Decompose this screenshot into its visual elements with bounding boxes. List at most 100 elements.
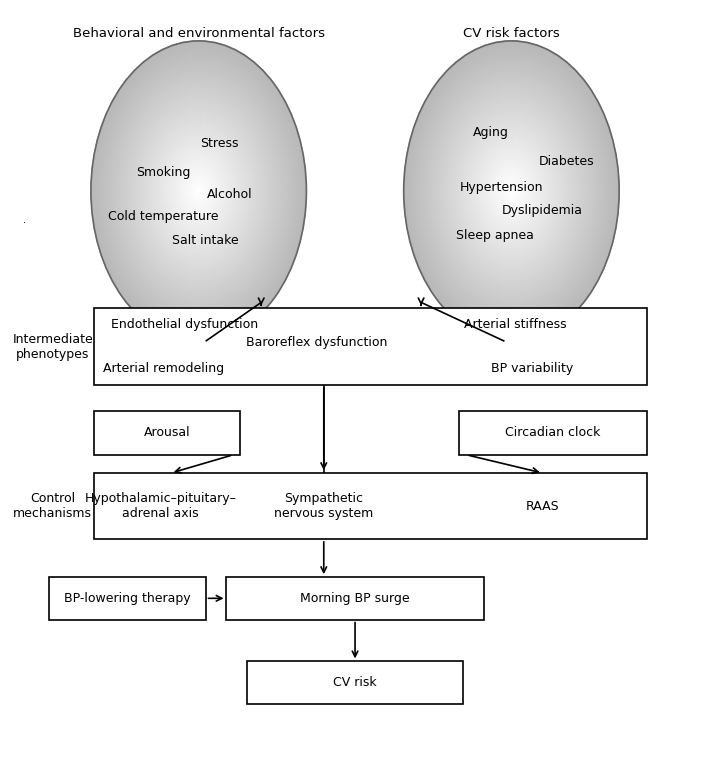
Ellipse shape	[103, 58, 294, 324]
Ellipse shape	[138, 107, 259, 275]
Ellipse shape	[416, 59, 606, 324]
Ellipse shape	[132, 98, 266, 284]
Ellipse shape	[416, 58, 607, 324]
Ellipse shape	[161, 138, 237, 244]
Ellipse shape	[490, 161, 533, 221]
Ellipse shape	[184, 170, 214, 212]
Ellipse shape	[469, 132, 554, 250]
Ellipse shape	[190, 180, 206, 202]
Ellipse shape	[155, 130, 243, 252]
Text: Control
mechanisms: Control mechanisms	[13, 492, 92, 520]
Ellipse shape	[405, 42, 618, 340]
Ellipse shape	[453, 110, 570, 272]
Text: Arousal: Arousal	[144, 427, 190, 439]
Ellipse shape	[495, 168, 528, 214]
Ellipse shape	[478, 144, 545, 238]
Ellipse shape	[415, 57, 607, 325]
Ellipse shape	[122, 84, 276, 298]
Text: Morning BP surge: Morning BP surge	[300, 592, 410, 605]
Ellipse shape	[458, 116, 565, 266]
Ellipse shape	[130, 95, 268, 287]
Text: CV risk factors: CV risk factors	[463, 27, 560, 40]
Ellipse shape	[157, 133, 240, 249]
Text: Hypertension: Hypertension	[459, 181, 543, 194]
Ellipse shape	[191, 181, 206, 201]
Ellipse shape	[404, 41, 619, 341]
Ellipse shape	[143, 113, 255, 269]
Ellipse shape	[153, 127, 245, 255]
Ellipse shape	[473, 138, 550, 244]
Ellipse shape	[109, 67, 287, 315]
Ellipse shape	[429, 76, 594, 306]
Ellipse shape	[156, 131, 242, 251]
Ellipse shape	[190, 178, 208, 204]
Bar	[248, 662, 463, 703]
Ellipse shape	[125, 88, 273, 295]
Ellipse shape	[105, 61, 292, 321]
Ellipse shape	[134, 101, 264, 281]
Ellipse shape	[455, 112, 568, 270]
Ellipse shape	[426, 72, 597, 311]
Ellipse shape	[413, 54, 610, 328]
Ellipse shape	[411, 51, 612, 331]
Ellipse shape	[450, 105, 573, 277]
Ellipse shape	[127, 91, 271, 291]
Ellipse shape	[409, 48, 614, 334]
Text: Arterial remodeling: Arterial remodeling	[104, 362, 224, 375]
Ellipse shape	[510, 190, 512, 192]
Ellipse shape	[451, 107, 572, 275]
Ellipse shape	[97, 49, 300, 333]
Ellipse shape	[508, 186, 515, 196]
Text: .: .	[23, 215, 26, 225]
Ellipse shape	[179, 163, 219, 219]
Ellipse shape	[423, 68, 599, 314]
Ellipse shape	[424, 69, 599, 313]
Ellipse shape	[196, 188, 201, 194]
Bar	[227, 577, 484, 620]
Ellipse shape	[434, 83, 589, 299]
Ellipse shape	[127, 92, 270, 290]
Ellipse shape	[430, 78, 592, 304]
Ellipse shape	[439, 91, 584, 291]
Ellipse shape	[483, 151, 540, 231]
Ellipse shape	[164, 143, 233, 239]
Ellipse shape	[131, 97, 266, 285]
Ellipse shape	[508, 187, 514, 195]
Ellipse shape	[175, 158, 222, 224]
Ellipse shape	[479, 145, 544, 237]
Ellipse shape	[487, 156, 536, 226]
Ellipse shape	[496, 169, 527, 213]
Ellipse shape	[466, 127, 557, 255]
Ellipse shape	[437, 87, 586, 295]
Ellipse shape	[455, 113, 568, 269]
Ellipse shape	[463, 124, 560, 258]
Ellipse shape	[130, 96, 267, 286]
Text: Dyslipidemia: Dyslipidemia	[502, 204, 584, 217]
Ellipse shape	[405, 43, 618, 340]
Ellipse shape	[181, 166, 216, 216]
Ellipse shape	[167, 146, 231, 236]
Ellipse shape	[482, 150, 541, 232]
Ellipse shape	[408, 47, 615, 335]
Ellipse shape	[476, 142, 547, 240]
Ellipse shape	[420, 64, 602, 318]
Ellipse shape	[413, 55, 609, 327]
Ellipse shape	[98, 51, 299, 331]
Ellipse shape	[462, 122, 561, 260]
Ellipse shape	[116, 76, 281, 306]
Ellipse shape	[418, 61, 605, 321]
Ellipse shape	[101, 56, 295, 327]
Ellipse shape	[151, 124, 247, 258]
Ellipse shape	[132, 99, 265, 283]
Ellipse shape	[447, 101, 576, 281]
Ellipse shape	[421, 65, 602, 317]
Text: Stress: Stress	[201, 137, 239, 150]
Ellipse shape	[428, 75, 594, 307]
Text: BP-lowering therapy: BP-lowering therapy	[64, 592, 190, 605]
Ellipse shape	[167, 147, 230, 235]
Ellipse shape	[183, 169, 214, 213]
Ellipse shape	[185, 172, 212, 210]
Ellipse shape	[447, 102, 576, 280]
Ellipse shape	[171, 152, 227, 230]
Ellipse shape	[92, 42, 306, 340]
